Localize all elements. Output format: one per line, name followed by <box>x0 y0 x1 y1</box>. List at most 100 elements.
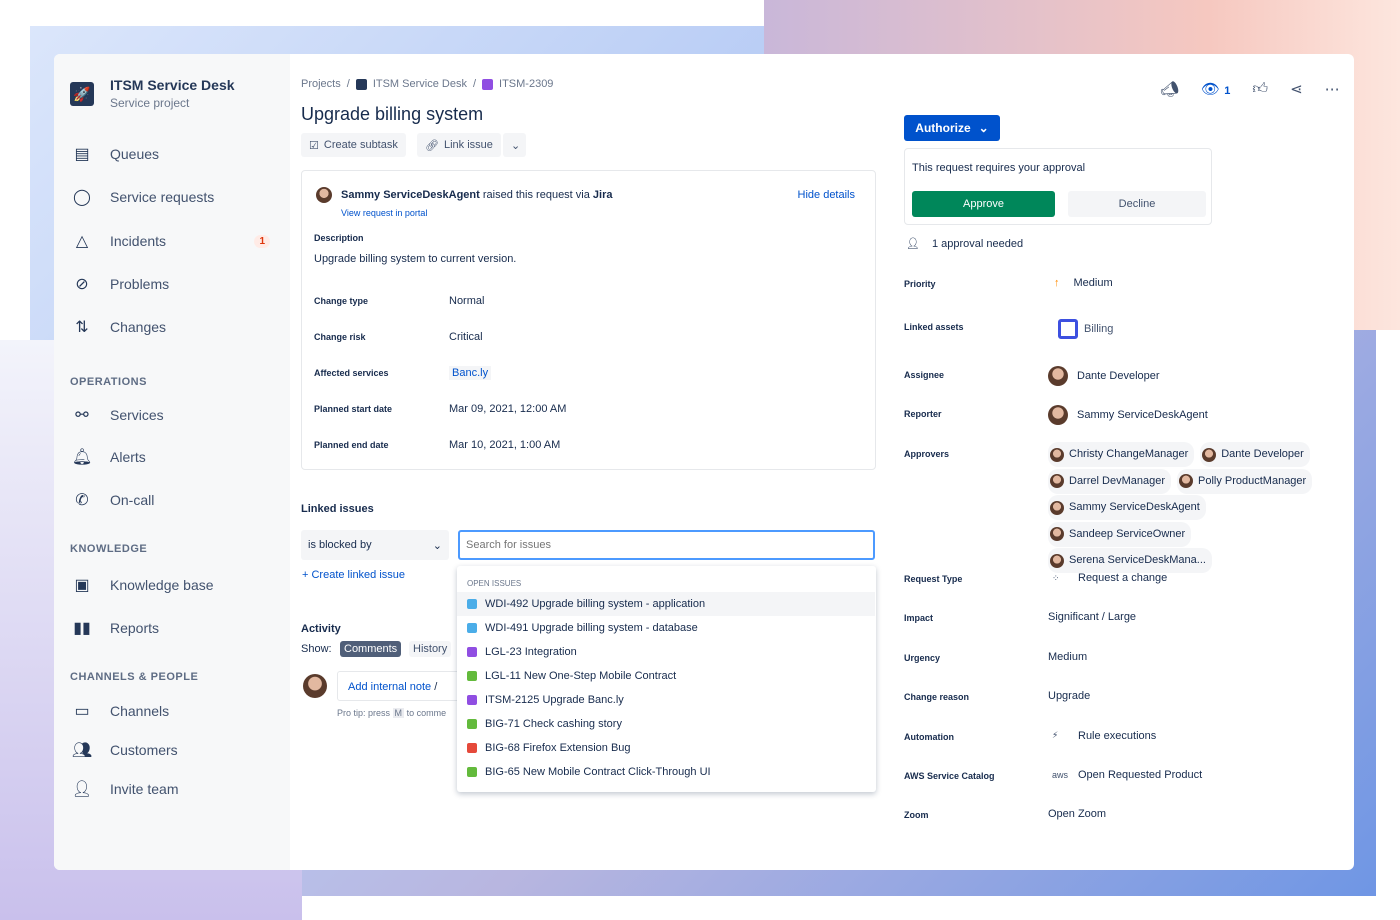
sidebar-item-changes[interactable]: ⇅ Changes <box>70 317 166 337</box>
project-name[interactable]: ITSM Service Desk <box>110 77 235 93</box>
sidebar-item-invite-team[interactable]: 👤︎ Invite team <box>71 781 179 798</box>
create-subtask-button[interactable]: ☑ Create subtask <box>301 133 406 157</box>
approver-chip[interactable]: Polly ProductManager <box>1176 468 1313 494</box>
link-type-select[interactable]: is blocked by ⌄ <box>301 530 449 560</box>
link-icon: 🔗︎ <box>425 139 439 152</box>
field-value[interactable]: aws Open Requested Product <box>1048 769 1202 781</box>
view-portal-link[interactable]: View request in portal <box>341 208 428 218</box>
services-icon: ⚯ <box>75 407 89 424</box>
sidebar-item-on-call[interactable]: ✆ On-call <box>70 490 154 510</box>
field-label: Automation <box>904 731 954 742</box>
issue-option[interactable]: WDI-492 Upgrade billing system - applica… <box>457 592 875 616</box>
approver-chip[interactable]: Dante Developer <box>1200 442 1310 467</box>
add-person-icon: 👤︎ <box>71 781 93 798</box>
priority-value[interactable]: ↑ Medium <box>1054 277 1113 289</box>
issue-option[interactable]: BIG-71 Check cashing story <box>457 712 875 736</box>
issue-type-icon <box>467 695 477 705</box>
more-actions-dropdown[interactable]: ⌄ <box>503 133 526 157</box>
thumbs-up-icon[interactable]: 👍︎ <box>1252 80 1269 97</box>
sidebar-item-channels[interactable]: ▭ Channels <box>70 701 169 721</box>
aws-icon: aws <box>1052 770 1069 780</box>
avatar <box>1048 366 1068 386</box>
share-icon[interactable]: ⋖ <box>1290 81 1303 98</box>
chevron-down-icon: ⌄ <box>978 121 989 135</box>
sidebar-item-problems[interactable]: ⊘ Problems <box>70 274 169 294</box>
field-value: Mar 10, 2021, 1:00 AM <box>449 439 561 451</box>
approver-chip[interactable]: Christy ChangeManager <box>1048 442 1195 467</box>
watch-button[interactable]: 👁︎ 1 <box>1201 81 1231 98</box>
issue-type-icon <box>467 767 477 777</box>
breadcrumb-issue[interactable]: ITSM-2309 <box>499 78 554 90</box>
field-label: Impact <box>904 613 934 624</box>
issue-option[interactable]: LGL-23 Integration <box>457 640 875 664</box>
section-knowledge: KNOWLEDGE <box>70 543 148 555</box>
decline-button[interactable]: Decline <box>1068 191 1206 217</box>
sidebar-item-customers[interactable]: 👥︎ Customers <box>71 742 178 759</box>
affected-service-link[interactable]: Banc.ly <box>449 366 492 380</box>
hide-details-link[interactable]: Hide details <box>797 189 855 201</box>
field-label: Affected services <box>314 368 389 378</box>
approver-chip[interactable]: Serena ServiceDeskMana... <box>1048 548 1212 573</box>
tab-comments[interactable]: Comments <box>340 641 402 657</box>
book-icon: ▣ <box>74 577 90 594</box>
create-linked-issue-link[interactable]: + Create linked issue <box>302 569 406 581</box>
sidebar-item-reports[interactable]: ▮▮ Reports <box>70 618 159 638</box>
bar-chart-icon: ▮▮ <box>73 620 91 637</box>
request-type-icon: ⁘ <box>1052 572 1060 583</box>
sidebar-item-incidents[interactable]: △ Incidents 1 <box>70 231 270 251</box>
field-value[interactable]: Open Zoom <box>1048 808 1107 821</box>
field-value[interactable]: Significant / Large <box>1048 611 1137 624</box>
project-icon <box>355 78 367 90</box>
sidebar-item-queues[interactable]: ▤ Queues <box>70 144 159 164</box>
field-label: Zoom <box>904 810 929 821</box>
prohibited-icon: ⊘ <box>75 276 89 293</box>
issue-type-icon <box>467 647 477 657</box>
authorize-button[interactable]: Authorize ⌄ <box>904 115 1000 141</box>
field-label: Urgency <box>904 652 941 663</box>
megaphone-icon[interactable]: 📣︎ <box>1160 81 1180 98</box>
field-value[interactable]: Upgrade <box>1048 690 1091 703</box>
field-label: Priority <box>904 279 936 289</box>
request-details-panel: Sammy ServiceDeskAgent raised this reque… <box>301 170 876 470</box>
avatar <box>316 187 332 203</box>
field-value[interactable]: ⚡︎ Rule executions <box>1048 730 1156 742</box>
issue-search-dropdown: OPEN ISSUES WDI-492 Upgrade billing syst… <box>457 566 876 792</box>
search-issues-input[interactable] <box>458 530 875 560</box>
sidebar-item-service-requests[interactable]: ◯ Service requests <box>70 187 214 207</box>
sidebar-item-services[interactable]: ⚯ Services <box>70 405 163 425</box>
approver-chip[interactable]: Sammy ServiceDeskAgent <box>1048 495 1206 520</box>
change-issue-icon <box>482 78 494 90</box>
app-window: 🚀 ITSM Service Desk Service project ▤ Que… <box>54 54 1354 870</box>
avatar <box>1050 500 1064 515</box>
more-icon[interactable]: ⋯ <box>1324 81 1340 98</box>
approver-chip[interactable]: Darrel DevManager <box>1048 468 1171 494</box>
activity-title: Activity <box>301 623 341 635</box>
sidebar-item-knowledge-base[interactable]: ▣ Knowledge base <box>70 575 213 595</box>
field-label: Request Type <box>904 574 963 584</box>
field-label: Approvers <box>904 449 950 459</box>
breadcrumb: Projects / ITSM Service Desk / ITSM-2309 <box>301 78 554 90</box>
assignee-value[interactable]: Dante Developer <box>1048 366 1160 386</box>
add-internal-note-link[interactable]: Add internal note <box>348 681 432 693</box>
field-value[interactable]: ⁘ Request a change <box>1048 572 1167 584</box>
description-label: Description <box>314 233 364 243</box>
linked-asset-value[interactable]: Billing <box>1048 319 1113 339</box>
approver-icon: 👤︎ <box>906 238 920 250</box>
field-value[interactable]: Medium <box>1048 650 1088 663</box>
tab-history[interactable]: History <box>409 641 452 657</box>
sidebar-item-alerts[interactable]: 🔔︎ Alerts <box>71 449 146 466</box>
breadcrumb-project[interactable]: ITSM Service Desk <box>372 78 467 90</box>
issue-option[interactable]: ITSM-2125 Upgrade Banc.ly <box>457 688 875 712</box>
issue-option[interactable]: BIG-65 New Mobile Contract Click-Through… <box>457 760 875 784</box>
project-type: Service project <box>110 96 190 110</box>
link-issue-button[interactable]: 🔗︎ Link issue <box>417 133 501 157</box>
issue-option[interactable]: LGL-11 New One-Step Mobile Contract <box>457 664 875 688</box>
issue-option[interactable]: BIG-68 Firefox Extension Bug <box>457 736 875 760</box>
comment-box[interactable]: Add internal note / <box>337 671 487 701</box>
issue-option[interactable]: WDI-491 Upgrade billing system - databas… <box>457 616 875 640</box>
breadcrumb-projects[interactable]: Projects <box>301 78 341 90</box>
approver-chip[interactable]: Sandeep ServiceOwner <box>1048 521 1192 547</box>
section-channels-people: CHANNELS & PEOPLE <box>70 671 199 683</box>
reporter-value[interactable]: Sammy ServiceDeskAgent <box>1048 405 1208 425</box>
approve-button[interactable]: Approve <box>912 191 1055 217</box>
